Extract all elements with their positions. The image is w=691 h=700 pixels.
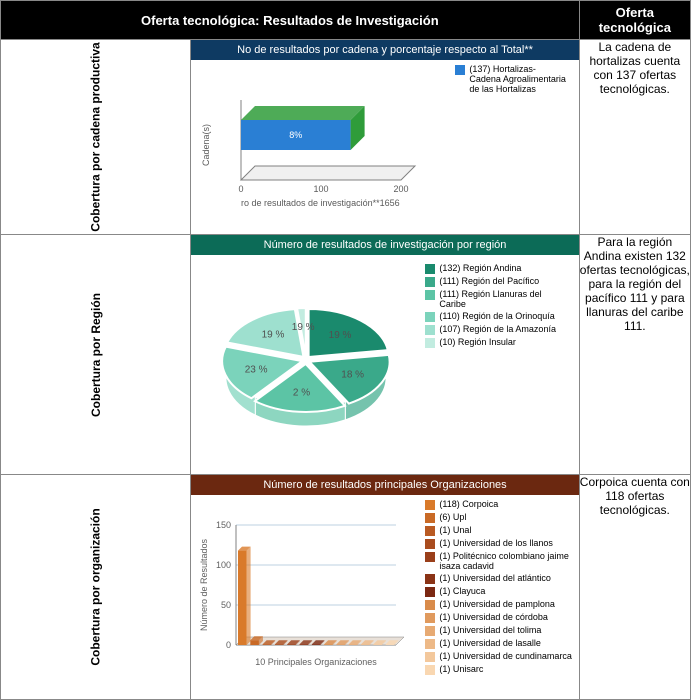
row3-chart: Número de resultados principales Organiz… (191, 475, 578, 681)
svg-text:200: 200 (394, 184, 409, 194)
row1-chart-cell: No de resultados por cadena y porcentaje… (191, 40, 579, 235)
row3-chart-cell: Número de resultados principales Organiz… (191, 475, 579, 700)
row3-text: Corpoica cuenta con 118 ofertas tecnológ… (579, 475, 690, 700)
row2-label: Cobertura por Región (89, 292, 103, 416)
svg-text:ro de resultados de investigac: ro de resultados de investigación**1656 (241, 198, 400, 208)
row1-legend: (137) Hortalizas-Cadena Agroalimentaria … (451, 60, 571, 210)
svg-text:19 %: 19 % (262, 330, 285, 341)
row1-text: La cadena de hortalizas cuenta con 137 o… (579, 40, 690, 235)
header-left: Oferta tecnológica: Resultados de Invest… (1, 1, 580, 40)
row3-chart-svg: 0 50 100 150 Número de Resultados 10 Principa… (191, 495, 421, 675)
row2-label-cell: Cobertura por Región (1, 235, 191, 475)
row2-chart-svg: 19 % 18 % 2 % 23 % 19 % 19 % (191, 255, 421, 455)
row3-legend: (118) Corpoica(6) Upl(1) Unal(1) Univers… (421, 495, 576, 681)
svg-text:100: 100 (216, 560, 231, 570)
svg-text:8%: 8% (290, 130, 303, 140)
svg-text:18 %: 18 % (342, 369, 365, 380)
svg-text:19 %: 19 % (329, 330, 352, 341)
svg-text:23 %: 23 % (245, 364, 268, 375)
row2-text: Para la región Andina existen 132 oferta… (579, 235, 690, 475)
svg-text:0: 0 (226, 640, 231, 650)
row3-chart-title: Número de resultados principales Organiz… (191, 475, 578, 495)
svg-text:10 Principales Organizaciones: 10 Principales Organizaciones (256, 657, 378, 667)
row1-chart-title: No de resultados por cadena y porcentaje… (191, 40, 578, 60)
row1-label: Cobertura por cadena productiva (89, 42, 103, 231)
row3-label-cell: Cobertura por organización (1, 475, 191, 700)
svg-text:Número de Resultados: Número de Resultados (199, 538, 209, 631)
row3-label: Cobertura por organización (89, 508, 103, 665)
svg-text:150: 150 (216, 520, 231, 530)
layout-table: Oferta tecnológica: Resultados de Invest… (0, 0, 691, 700)
svg-text:0: 0 (239, 184, 244, 194)
svg-text:50: 50 (221, 600, 231, 610)
svg-text:100: 100 (314, 184, 329, 194)
row2-chart: Número de resultados de investigación po… (191, 235, 578, 455)
row1-chart-svg: 8% 0 100 200 ro de resultados de investigaci… (191, 60, 451, 210)
row1-chart: No de resultados por cadena y porcentaje… (191, 40, 578, 210)
svg-text:19 %: 19 % (292, 322, 315, 333)
row2-legend: (132) Región Andina(111) Región del Pací… (421, 255, 571, 455)
svg-text:2 %: 2 % (293, 388, 310, 399)
row2-chart-title: Número de resultados de investigación po… (191, 235, 578, 255)
row1-label-cell: Cobertura por cadena productiva (1, 40, 191, 235)
svg-text:Cadena(s): Cadena(s) (201, 124, 211, 166)
row2-chart-cell: Número de resultados de investigación po… (191, 235, 579, 475)
header-right: Oferta tecnológica (579, 1, 690, 40)
